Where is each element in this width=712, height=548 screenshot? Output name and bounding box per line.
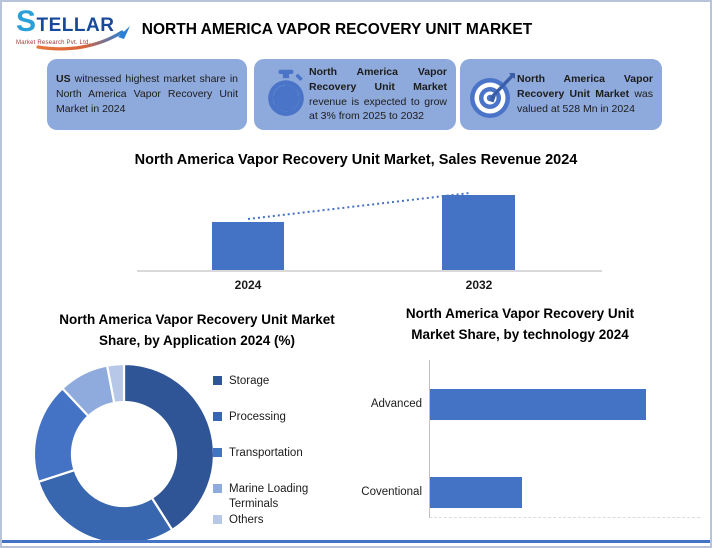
y-label-conventional: Coventional xyxy=(361,486,422,498)
logo-text: STELLAR xyxy=(16,5,115,38)
bar-2032 xyxy=(442,195,515,270)
legend-bullet xyxy=(213,411,222,421)
highlight-text: US witnessed highest market share in Nor… xyxy=(56,73,238,115)
legend-bullet xyxy=(213,447,222,457)
donut-slice-processing xyxy=(37,468,174,546)
application-legend: Storage Processing Transportation Marine… xyxy=(213,374,341,528)
highlight-text: North America Vapor Recovery Unit Market… xyxy=(309,65,447,123)
donut-slice-storage xyxy=(122,362,216,532)
legend-item-storage: Storage xyxy=(213,374,341,389)
donut-slice-others xyxy=(105,362,126,405)
page-title: NORTH AMERICA VAPOR RECOVERY UNIT MARKET xyxy=(141,21,533,38)
application-chart-title: North America Vapor Recovery Unit Market… xyxy=(59,312,335,348)
legend-bullet xyxy=(213,514,222,524)
y-label-advanced: Advanced xyxy=(370,398,422,410)
legend-item-marine-loading-terminals: Marine Loading Terminals xyxy=(213,482,341,512)
bar-2024 xyxy=(212,222,284,270)
logo-subtitle: Market Research Pvt. Ltd. xyxy=(16,40,91,46)
application-donut xyxy=(32,362,216,546)
bottom-accent-rule xyxy=(2,540,710,543)
bar-advanced xyxy=(430,389,646,420)
trendline-dotted xyxy=(247,192,471,220)
x-label-2024: 2024 xyxy=(234,278,262,292)
bar-conventional xyxy=(430,477,522,508)
technology-chart-title: North America Vapor Recovery Unit Market… xyxy=(405,306,635,342)
legend-item-transportation: Transportation xyxy=(213,446,341,461)
legend-item-processing: Processing xyxy=(213,410,341,425)
highlight-box-growth: North America Vapor Recovery Unit Market… xyxy=(254,59,456,130)
legend-bullet xyxy=(213,376,222,385)
stopwatch-icon xyxy=(263,66,309,124)
legend-item-others: Others xyxy=(213,513,341,528)
highlight-text: North America Vapor Recovery Unit Market… xyxy=(517,73,653,115)
highlight-box-valuation: North America Vapor Recovery Unit Market… xyxy=(460,59,662,130)
technology-chart xyxy=(429,360,700,518)
stellar-logo: STELLAR Market Research Pvt. Ltd. xyxy=(16,5,134,55)
revenue-chart-title: North America Vapor Recovery Unit Market… xyxy=(134,152,578,168)
highlight-box-market-share: US witnessed highest market share in Nor… xyxy=(47,59,247,130)
legend-bullet xyxy=(213,483,222,493)
revenue-chart xyxy=(137,182,602,272)
x-label-2032: 2032 xyxy=(465,278,493,292)
target-icon xyxy=(469,66,517,124)
